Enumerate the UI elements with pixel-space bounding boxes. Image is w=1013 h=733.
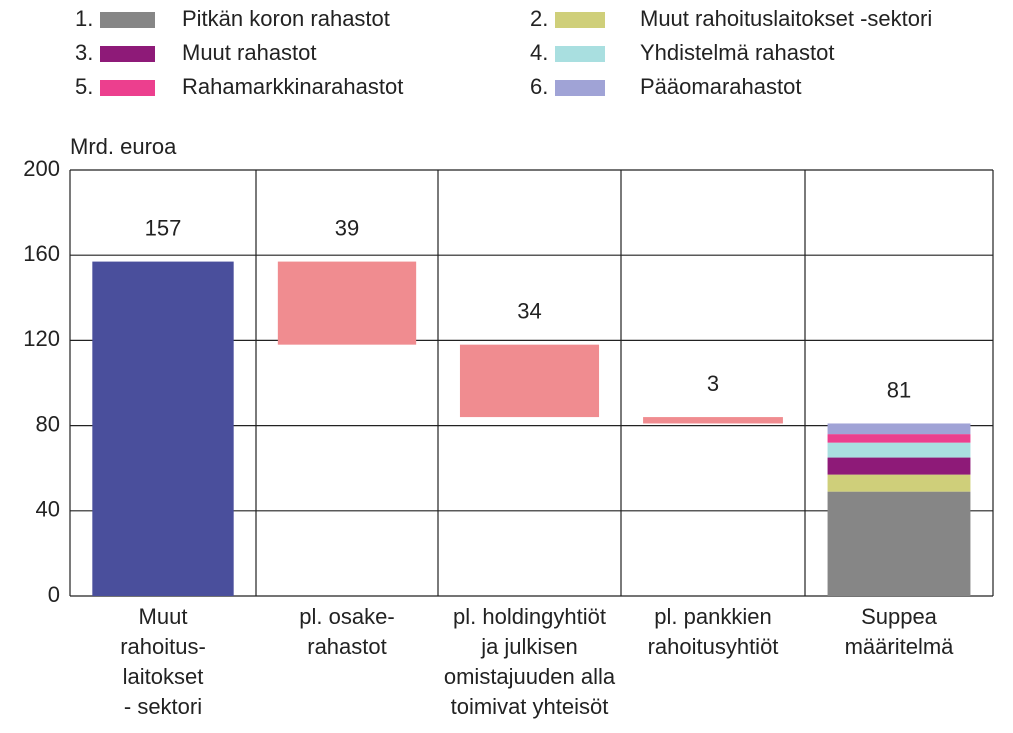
legend-swatch <box>555 46 605 62</box>
legend-label: Rahamarkkinarahastot <box>182 74 403 99</box>
legend-label: Pääomarahastot <box>640 74 801 99</box>
stack-segment <box>827 423 971 435</box>
x-tick-label: rahastot <box>307 634 387 659</box>
stack-segment <box>827 442 971 458</box>
y-axis-label: Mrd. euroa <box>70 134 177 159</box>
value-label: 39 <box>335 215 359 240</box>
x-tick-label: omistajuuden alla <box>444 664 616 689</box>
legend-number: 6. <box>530 74 548 99</box>
x-tick-label: laitokset <box>123 664 204 689</box>
x-tick-label: pl. pankkien <box>654 604 771 629</box>
decrease-bar <box>459 344 600 418</box>
x-tick-label: pl. osake- <box>299 604 394 629</box>
legend-label: Muut rahoituslaitokset -sektori <box>640 6 932 31</box>
legend-swatch <box>100 12 155 28</box>
stack-segment <box>827 457 971 475</box>
legend-number: 5. <box>75 74 93 99</box>
value-label: 34 <box>517 298 541 323</box>
x-tick-label: Suppea <box>861 604 938 629</box>
value-label: 81 <box>887 377 911 402</box>
y-tick-label: 80 <box>36 411 60 436</box>
legend-swatch <box>100 46 155 62</box>
y-tick-label: 160 <box>23 241 60 266</box>
y-tick-label: 40 <box>36 497 60 522</box>
decrease-bar <box>277 261 417 345</box>
total-bar <box>92 261 234 596</box>
x-tick-label: rahoitus- <box>120 634 206 659</box>
y-tick-label: 120 <box>23 326 60 351</box>
value-label: 3 <box>707 371 719 396</box>
legend-number: 2. <box>530 6 548 31</box>
x-tick-label: Muut <box>139 604 188 629</box>
legend-number: 3. <box>75 40 93 65</box>
decrease-bar <box>643 417 783 424</box>
x-tick-label: määritelmä <box>845 634 955 659</box>
legend-number: 1. <box>75 6 93 31</box>
legend-number: 4. <box>530 40 548 65</box>
legend-label: Muut rahastot <box>182 40 317 65</box>
x-tick-label: - sektori <box>124 694 202 719</box>
legend-label: Pitkän koron rahastot <box>182 6 390 31</box>
y-tick-label: 0 <box>48 582 60 607</box>
value-label: 157 <box>145 215 182 240</box>
stack-segment <box>827 474 971 492</box>
legend-swatch <box>555 80 605 96</box>
x-tick-label: toimivat yhteisöt <box>451 694 609 719</box>
y-tick-label: 200 <box>23 156 60 181</box>
stack-segment <box>827 434 971 443</box>
legend-swatch <box>100 80 155 96</box>
x-tick-label: pl. holdingyhtiöt <box>453 604 606 629</box>
stack-segment <box>827 491 971 596</box>
legend-swatch <box>555 12 605 28</box>
legend-label: Yhdistelmä rahastot <box>640 40 834 65</box>
x-tick-label: ja julkisen <box>480 634 578 659</box>
x-tick-label: rahoitusyhtiöt <box>648 634 779 659</box>
